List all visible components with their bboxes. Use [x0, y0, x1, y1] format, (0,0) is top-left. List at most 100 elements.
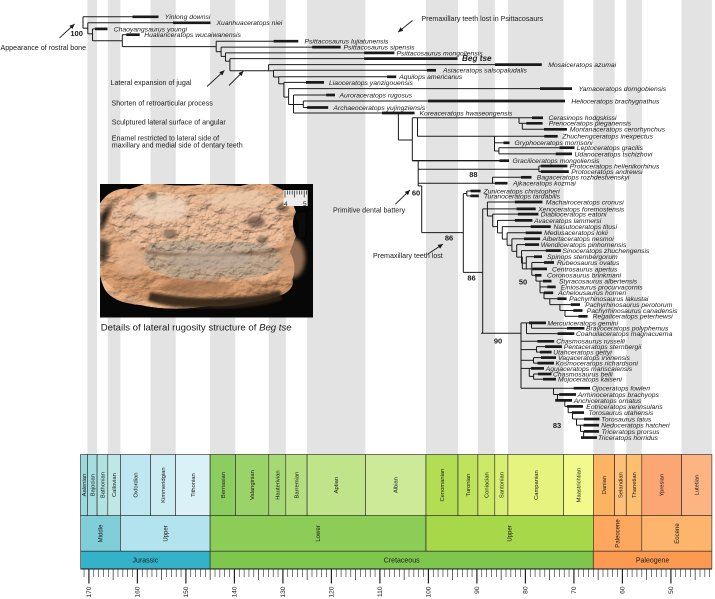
svg-text:Mosaiceratops azumai: Mosaiceratops azumai — [548, 62, 616, 69]
svg-text:Nedoceratops hatcheri: Nedoceratops hatcheri — [601, 423, 670, 430]
svg-text:Yinlong downsi: Yinlong downsi — [165, 14, 211, 21]
svg-text:Cenomanian: Cenomanian — [440, 469, 446, 502]
svg-text:Ojoceratops fowleri: Ojoceratops fowleri — [592, 386, 651, 393]
svg-text:Psittacosaurus sipensis: Psittacosaurus sipensis — [344, 45, 416, 52]
svg-text:Torosaurus latus: Torosaurus latus — [601, 416, 652, 423]
svg-text:Albertaceratops nesmoi: Albertaceratops nesmoi — [541, 236, 614, 243]
svg-text:Beg tse: Beg tse — [462, 54, 492, 63]
svg-text:90: 90 — [474, 586, 481, 594]
svg-text:120: 120 — [329, 586, 336, 597]
svg-text:86: 86 — [445, 234, 453, 243]
svg-text:Middle: Middle — [99, 524, 105, 542]
svg-text:Tithonian: Tithonian — [191, 473, 197, 497]
svg-text:Bajocian: Bajocian — [90, 474, 96, 496]
svg-text:Protoceratops hellenikorhinus: Protoceratops hellenikorhinus — [570, 163, 660, 170]
svg-text:Prenoceratops pieganensis: Prenoceratops pieganensis — [549, 121, 632, 128]
svg-text:Pachyrhinosaurus canadensis: Pachyrhinosaurus canadensis — [587, 308, 678, 315]
svg-text:Pachyrhinosaurus lakustai: Pachyrhinosaurus lakustai — [569, 296, 649, 303]
svg-text:Nasutoceratops titusi: Nasutoceratops titusi — [554, 224, 618, 231]
svg-text:Asiaceratops salsopaludalis: Asiaceratops salsopaludalis — [442, 68, 527, 75]
svg-text:86: 86 — [467, 274, 475, 283]
svg-text:Danian: Danian — [602, 476, 608, 494]
svg-text:Upper: Upper — [163, 525, 169, 541]
svg-text:Psittacosaurus mongoliensis: Psittacosaurus mongoliensis — [397, 50, 484, 57]
svg-text:Eotriceratops xerinsularis: Eotriceratops xerinsularis — [586, 404, 663, 411]
svg-text:Auroraceratops rugosus: Auroraceratops rugosus — [339, 92, 413, 99]
svg-text:Xuanhuaceratops niei: Xuanhuaceratops niei — [216, 20, 283, 27]
svg-text:Sculptured lateral surface of: Sculptured lateral surface of angular — [112, 118, 227, 126]
svg-text:Valanginian: Valanginian — [250, 470, 256, 500]
svg-text:Details of lateral rugosity st: Details of lateral rugosity structure of… — [101, 323, 292, 334]
svg-text:Zhuchengceratops inexpectus: Zhuchengceratops inexpectus — [561, 134, 653, 141]
svg-text:Styracosaurus albertensis: Styracosaurus albertensis — [559, 279, 638, 286]
svg-text:Ypresian: Ypresian — [660, 474, 666, 496]
svg-text:160: 160 — [135, 586, 142, 597]
svg-text:Maastrichtian: Maastrichtian — [577, 468, 583, 502]
svg-text:Thanetian: Thanetian — [632, 472, 638, 498]
svg-text:Triceratops prorsus: Triceratops prorsus — [602, 429, 661, 436]
svg-text:83: 83 — [553, 421, 561, 430]
svg-text:Aquilops americanus: Aquilops americanus — [398, 74, 463, 81]
svg-text:Leptoceratops gracilis: Leptoceratops gracilis — [577, 145, 644, 152]
svg-text:Eocene: Eocene — [675, 523, 681, 544]
svg-text:170: 170 — [86, 586, 93, 597]
svg-text:Chaoyangsaurus youngi: Chaoyangsaurus youngi — [114, 26, 188, 33]
svg-text:4: 4 — [284, 201, 288, 208]
svg-text:Appearance of rostral bone: Appearance of rostral bone — [1, 44, 87, 52]
svg-text:maxillary and medial side of d: maxillary and medial side of dentary tee… — [112, 141, 243, 149]
svg-text:Paleocene: Paleocene — [616, 519, 622, 548]
svg-text:Mojoceratops kaiseni: Mojoceratops kaiseni — [558, 377, 622, 384]
svg-text:Berriasian: Berriasian — [221, 472, 227, 498]
svg-text:Machairoceratops cronusi: Machairoceratops cronusi — [546, 199, 624, 206]
svg-text:Liaoceratops yanzigouensis: Liaoceratops yanzigouensis — [329, 80, 413, 87]
svg-text:Triceratops horridus: Triceratops horridus — [598, 435, 659, 442]
svg-text:Anchiceratops ornatus: Anchiceratops ornatus — [573, 398, 642, 405]
svg-text:Regaliceratops peterhewsi: Regaliceratops peterhewsi — [593, 314, 674, 321]
svg-text:Spinops sternbergorum: Spinops sternbergorum — [547, 254, 618, 261]
svg-text:Kimmeridgian: Kimmeridgian — [161, 467, 167, 502]
svg-text:Montanaceratops cerorhynchus: Montanaceratops cerorhynchus — [570, 127, 666, 134]
svg-text:Protoceratops andrewsi: Protoceratops andrewsi — [571, 169, 643, 176]
svg-text:Campanian: Campanian — [534, 470, 540, 500]
svg-text:90: 90 — [494, 336, 502, 345]
svg-text:Premaxillary teeth lost: Premaxillary teeth lost — [373, 252, 443, 260]
svg-text:Helioceratops brachygnathus: Helioceratops brachygnathus — [571, 98, 660, 105]
svg-text:Bravoceratops polyphemus: Bravoceratops polyphemus — [586, 326, 669, 333]
svg-text:Graciliceratops mongoliensis: Graciliceratops mongoliensis — [513, 158, 600, 165]
svg-text:Chasmosaurus belli: Chasmosaurus belli — [553, 371, 613, 378]
svg-text:5: 5 — [303, 201, 307, 208]
svg-text:Centrosaurus apertus: Centrosaurus apertus — [552, 266, 618, 273]
svg-text:Coronosaurus brinkmani: Coronosaurus brinkmani — [547, 273, 622, 280]
svg-text:Coahuilaceratops magnacuerna: Coahuilaceratops magnacuerna — [576, 331, 673, 338]
svg-text:Aptian: Aptian — [334, 477, 340, 493]
svg-text:100: 100 — [426, 586, 433, 597]
svg-text:Primitive dental battery: Primitive dental battery — [333, 207, 406, 215]
svg-text:Barremian: Barremian — [295, 472, 301, 499]
svg-text:Lutetian: Lutetian — [695, 475, 701, 496]
svg-text:Shorten of retroarticular proc: Shorten of retroarticular process — [112, 100, 214, 108]
svg-text:Callovian: Callovian — [112, 473, 118, 497]
svg-text:Turonian: Turonian — [466, 474, 472, 497]
svg-text:Bathonian: Bathonian — [101, 472, 107, 498]
svg-text:Gryphoceratops morrisoni: Gryphoceratops morrisoni — [515, 140, 594, 147]
svg-text:Santonian: Santonian — [499, 472, 505, 498]
svg-text:Diabloceratops eatoni: Diabloceratops eatoni — [541, 212, 607, 219]
svg-text:130: 130 — [280, 586, 287, 597]
svg-text:Sinoceratops zhuchengensis: Sinoceratops zhuchengensis — [563, 248, 651, 255]
svg-text:Bagaceratops rozhdestvenskyi: Bagaceratops rozhdestvenskyi — [537, 175, 630, 182]
svg-text:Agujaceratops mariscalensis: Agujaceratops mariscalensis — [545, 366, 633, 373]
svg-text:Lower: Lower — [316, 525, 322, 541]
svg-text:150: 150 — [183, 586, 190, 597]
svg-text:Jurassic: Jurassic — [133, 558, 159, 565]
svg-text:88: 88 — [469, 170, 477, 179]
svg-text:50: 50 — [668, 586, 675, 594]
svg-text:Wendiceratops pinhornensis: Wendiceratops pinhornensis — [541, 242, 627, 249]
svg-text:Albian: Albian — [394, 477, 400, 493]
svg-text:Yamaceratops dorngobiensis: Yamaceratops dorngobiensis — [579, 86, 667, 93]
svg-text:Pachyrhinosaurus perotorum: Pachyrhinosaurus perotorum — [585, 302, 673, 309]
svg-text:Xenoceratops foremostensis: Xenoceratops foremostensis — [537, 206, 625, 213]
svg-text:Einiosaurus procurvacornis: Einiosaurus procurvacornis — [561, 284, 644, 291]
svg-text:Paleogene: Paleogene — [636, 558, 670, 565]
svg-text:60: 60 — [620, 586, 627, 594]
svg-text:Chasmosaurus russelli: Chasmosaurus russelli — [556, 339, 625, 346]
